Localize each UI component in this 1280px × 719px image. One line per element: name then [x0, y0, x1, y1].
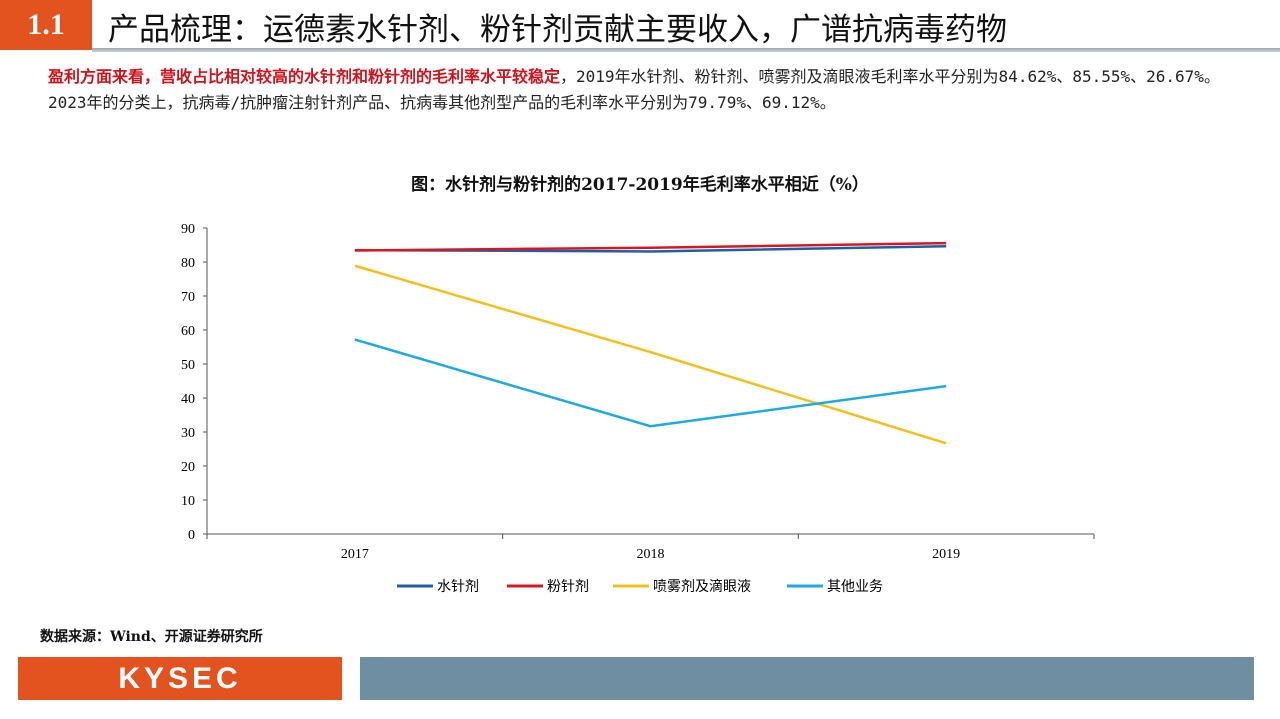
summary-paragraph: 盈利方面来看，营收占比相对较高的水针剂和粉针剂的毛利率水平较稳定，2019年水针… [48, 64, 1238, 116]
y-tick-label: 70 [181, 290, 195, 305]
legend-label: 喷雾剂及滴眼液 [653, 578, 751, 595]
y-tick-label: 20 [181, 460, 195, 475]
y-tick-label: 40 [181, 392, 195, 407]
highlight-text: 盈利方面来看，营收占比相对较高的水针剂和粉针剂的毛利率水平较稳定 [48, 67, 561, 86]
line-chart: 0 10 20 30 40 50 60 70 80 90 2017 2018 2019 水针剂 粉针剂 喷雾剂… [181, 222, 1095, 595]
legend-label: 粉针剂 [547, 579, 589, 595]
y-tick-label: 90 [181, 222, 195, 237]
logo-text: KYSEC [118, 661, 242, 695]
x-tick-label: 2019 [932, 547, 960, 562]
y-tick-label: 50 [181, 358, 195, 373]
x-tick-label: 2018 [637, 547, 665, 562]
chart-title: 图：水针剂与粉针剂的2017-2019年毛利率水平相近（%） [411, 175, 869, 195]
y-tick-label: 80 [181, 256, 195, 271]
body-text: ，2019年水针剂、粉针剂、喷雾剂及滴眼液毛利率水平分别为84.62%、85.5… [48, 67, 1220, 112]
x-tick-label: 2017 [341, 547, 369, 562]
legend-label: 水针剂 [437, 579, 479, 595]
header-divider [92, 48, 1280, 52]
y-tick-label: 10 [181, 494, 195, 509]
y-tick-label: 0 [188, 528, 195, 543]
data-source: 数据来源：Wind、开源证券研究所 [40, 629, 263, 645]
section-number: 1.1 [0, 0, 92, 50]
series-line-4 [354, 338, 947, 428]
kysec-logo: KYSEC [18, 657, 342, 700]
footer-bar [360, 657, 1254, 700]
series-line-2 [354, 241, 947, 252]
legend-label: 其他业务 [827, 579, 883, 595]
page-title: 产品梳理：运德素水针剂、粉针剂贡献主要收入，广谱抗病毒药物 [108, 12, 1007, 48]
y-tick-label: 30 [181, 426, 195, 441]
series-line-3 [354, 264, 947, 445]
y-tick-label: 60 [181, 324, 195, 339]
